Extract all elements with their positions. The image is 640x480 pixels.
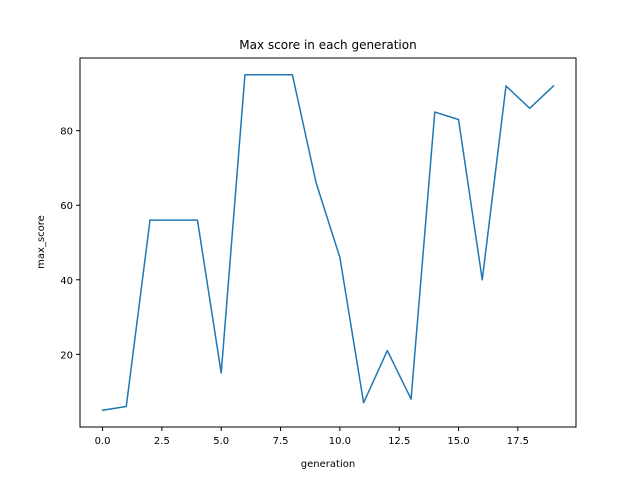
x-tick-label: 12.5: [388, 436, 410, 447]
series-line: [101, 74, 555, 412]
x-tick-label: 0.0: [95, 436, 111, 447]
x-axis-ticks: 0.0 2.5 5.0 7.5 10.0 12.5 15.0 17.5: [95, 427, 529, 447]
x-axis-label: generation: [301, 459, 355, 470]
axes-frame: [79, 57, 577, 428]
chart-title: Max score in each generation: [239, 38, 416, 52]
y-tick-label: 60: [60, 201, 73, 212]
x-tick-label: 10.0: [329, 436, 351, 447]
y-tick-label: 40: [60, 276, 73, 287]
y-axis-label: max_score: [36, 215, 47, 269]
x-tick-label: 17.5: [507, 436, 529, 447]
x-tick-label: 15.0: [447, 436, 469, 447]
y-tick-label: 20: [60, 350, 73, 361]
x-tick-label: 7.5: [273, 436, 289, 447]
x-tick-label: 5.0: [213, 436, 229, 447]
y-axis-ticks: 20 40 60 80: [60, 127, 80, 361]
plot-area: [101, 74, 555, 412]
y-tick-label: 80: [60, 127, 73, 138]
x-tick-label: 2.5: [154, 436, 170, 447]
